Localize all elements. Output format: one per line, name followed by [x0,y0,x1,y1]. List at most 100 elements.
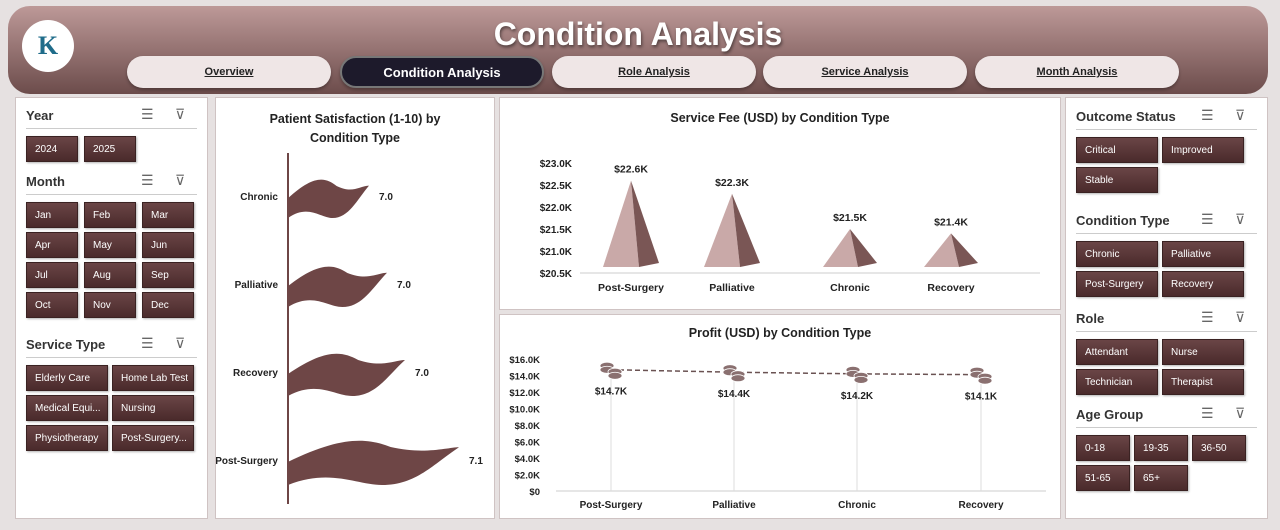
service-option[interactable]: Post-Surgery... [112,425,194,451]
clear-filter-icon[interactable]: ⊽ [175,106,186,122]
month-option[interactable]: Apr [26,232,78,258]
month-option[interactable]: Aug [84,262,136,288]
profit-chart: Profit (USD) by Condition Type $16.0K $14… [499,314,1061,519]
category-label: Recovery [233,368,278,379]
month-option[interactable]: Oct [26,292,78,318]
multi-select-icon[interactable]: ☰ [141,335,154,351]
category-label: Palliative [235,280,279,291]
satisfaction-bar [288,266,387,307]
month-option[interactable]: May [84,232,136,258]
data-label: $14.2K [841,391,874,402]
service-option[interactable]: Home Lab Test [112,365,194,391]
satisfaction-bar [288,353,405,396]
service-option[interactable]: Physiotherapy [26,425,108,451]
service-option[interactable]: Elderly Care [26,365,108,391]
y-tick-label: $10.0K [509,405,540,416]
month-option[interactable]: Jul [26,262,78,288]
month-option[interactable]: Sep [142,262,194,288]
condition-option[interactable]: Palliative [1162,241,1244,267]
y-tick-label: $23.0K [540,159,573,170]
divider [26,128,197,129]
clear-filter-icon[interactable]: ⊽ [1235,107,1246,123]
month-option[interactable]: Mar [142,202,194,228]
multi-select-icon[interactable]: ☰ [1201,107,1214,123]
data-label: 7.0 [379,192,393,203]
outcome-option[interactable]: Stable [1076,167,1158,193]
role-option[interactable]: Attendant [1076,339,1158,365]
role-slicer-title: Role [1076,311,1105,326]
outcome-option[interactable]: Critical [1076,137,1158,163]
data-label: $14.7K [595,387,628,398]
right-slicer-panel: Outcome Status ☰ ⊽ Critical Improved Stable Co… [1065,97,1268,519]
clear-filter-icon[interactable]: ⊽ [175,335,186,351]
condition-option[interactable]: Chronic [1076,241,1158,267]
multi-select-icon[interactable]: ☰ [141,106,154,122]
condition-option[interactable]: Recovery [1162,271,1244,297]
outcome-option[interactable]: Improved [1162,137,1244,163]
tab-service-analysis[interactable]: Service Analysis [763,56,967,88]
year-option[interactable]: 2025 [84,136,136,162]
clear-filter-icon[interactable]: ⊽ [1235,211,1246,227]
y-tick-label: $22.0K [540,203,573,214]
y-tick-label: $22.5K [540,181,573,192]
chart-title: Service Fee (USD) by Condition Type [670,111,890,125]
y-tick-label: $16.0K [509,355,540,366]
tab-role-analysis[interactable]: Role Analysis [552,56,756,88]
clear-filter-icon[interactable]: ⊽ [175,172,186,188]
multi-select-icon[interactable]: ☰ [1201,309,1214,325]
outcome-slicer-title: Outcome Status [1076,109,1176,124]
age-option[interactable]: 51-65 [1076,465,1130,491]
divider [1076,427,1257,428]
multi-select-icon[interactable]: ☰ [141,172,154,188]
month-option[interactable]: Feb [84,202,136,228]
category-label: Post-Surgery [598,282,664,294]
role-option[interactable]: Nurse [1162,339,1244,365]
y-tick-label: $14.0K [509,372,540,383]
tab-month-analysis[interactable]: Month Analysis [975,56,1179,88]
pyramid-bar-side [850,229,877,267]
clear-filter-icon[interactable]: ⊽ [1235,309,1246,325]
condition-slicer-title: Condition Type [1076,213,1170,228]
category-label: Recovery [927,282,974,294]
data-label: $21.4K [934,216,968,228]
data-label: $14.1K [965,392,998,403]
satisfaction-bar [288,440,459,485]
category-label: Post-Surgery [580,500,643,511]
service-fee-chart: Service Fee (USD) by Condition Type $23.… [499,97,1061,310]
y-tick-label: $4.0K [515,454,540,465]
age-option[interactable]: 19-35 [1134,435,1188,461]
category-label: Post-Surgery [216,456,278,467]
divider [1076,233,1257,234]
condition-option[interactable]: Post-Surgery [1076,271,1158,297]
age-option[interactable]: 0-18 [1076,435,1130,461]
multi-select-icon[interactable]: ☰ [1201,211,1214,227]
y-tick-label: $20.5K [540,269,573,280]
multi-select-icon[interactable]: ☰ [1201,405,1214,421]
age-option[interactable]: 65+ [1134,465,1188,491]
age-option[interactable]: 36-50 [1192,435,1246,461]
tab-condition-analysis[interactable]: Condition Analysis [340,56,544,88]
month-slicer-title: Month [26,174,65,189]
month-option[interactable]: Jun [142,232,194,258]
data-label: 7.0 [415,368,429,379]
y-tick-label: $21.5K [540,225,573,236]
data-label: 7.0 [397,280,411,291]
tab-overview[interactable]: Overview [127,56,331,88]
y-tick-label: $2.0K [515,471,540,482]
service-option[interactable]: Medical Equi... [26,395,108,421]
year-option[interactable]: 2024 [26,136,78,162]
clear-filter-icon[interactable]: ⊽ [1235,405,1246,421]
role-option[interactable]: Technician [1076,369,1158,395]
coins-marker-icon [969,366,993,385]
category-label: Palliative [709,282,755,294]
category-label: Chronic [240,192,278,203]
month-option[interactable]: Jan [26,202,78,228]
data-label: $22.6K [614,164,648,176]
data-label: $21.5K [833,212,867,224]
month-option[interactable]: Nov [84,292,136,318]
service-option[interactable]: Nursing [112,395,194,421]
role-option[interactable]: Therapist [1162,369,1244,395]
month-option[interactable]: Dec [142,292,194,318]
data-label: $14.4K [718,389,751,400]
divider [26,357,197,358]
